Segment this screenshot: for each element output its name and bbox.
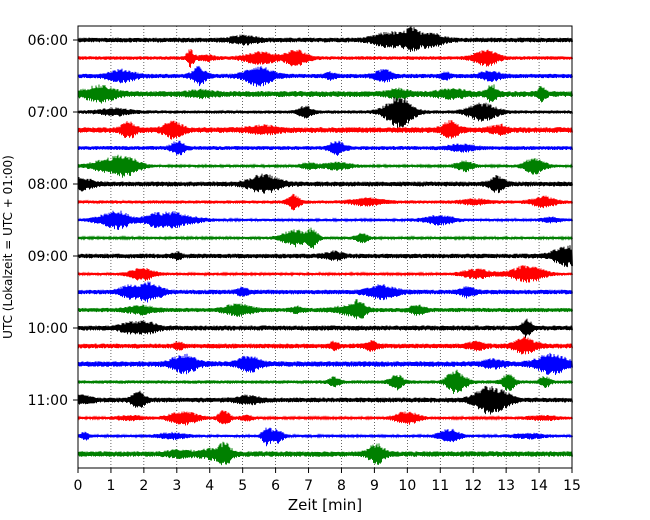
seismogram-trace	[77, 281, 573, 303]
seismogram-trace	[77, 96, 573, 129]
seismogram-trace	[77, 441, 573, 466]
seismogram-traces	[77, 25, 573, 466]
seismogram-trace	[77, 193, 573, 211]
x-tick-label: 13	[497, 478, 515, 494]
x-tick-label: 10	[398, 478, 416, 494]
y-tick-label: 11:00	[28, 393, 68, 409]
seismogram-trace	[77, 25, 573, 53]
seismogram-trace	[77, 299, 573, 320]
y-tick-label: 09:00	[28, 249, 68, 265]
seismogram-trace	[77, 318, 573, 339]
seismogram-trace	[77, 245, 573, 268]
x-tick-label: 9	[370, 478, 379, 494]
y-tick-label: 08:00	[28, 177, 68, 193]
x-tick-label: 2	[139, 478, 148, 494]
x-tick-label: 7	[304, 478, 313, 494]
y-tick-label: 06:00	[28, 33, 68, 49]
x-tick-label: 1	[106, 478, 115, 494]
y-tick-label: 10:00	[28, 321, 68, 337]
seismogram-trace	[77, 154, 573, 178]
seismogram-trace	[77, 369, 573, 395]
x-tick-label: 15	[563, 478, 581, 494]
x-tick-label: 0	[74, 478, 83, 494]
x-tick-label: 6	[271, 478, 280, 494]
seismogram-trace	[77, 84, 573, 104]
seismogram-trace	[77, 140, 573, 156]
seismogram-trace	[77, 265, 573, 283]
seismogram-trace	[77, 410, 573, 426]
x-tick-label: 3	[172, 478, 181, 494]
seismogram-trace	[77, 120, 573, 140]
x-tick-label: 14	[530, 478, 548, 494]
x-tick-label: 8	[337, 478, 346, 494]
seismogram-trace	[77, 427, 573, 447]
y-tick-label: 07:00	[28, 105, 68, 121]
y-axis-label: UTC (Lokalzeit = UTC + 01:00)	[1, 155, 15, 339]
seismogram-trace	[77, 173, 573, 194]
x-tick-label: 12	[464, 478, 482, 494]
seismogram-trace	[77, 352, 573, 376]
x-tick-label: 11	[431, 478, 449, 494]
x-tick-label: 4	[205, 478, 214, 494]
seismogram-trace	[77, 385, 573, 415]
seismogram-trace	[77, 227, 573, 249]
seismogram-trace	[77, 336, 573, 355]
y-axis-ticks: 06:00 07:00 08:00 09:00 10:00 11:00	[28, 33, 78, 409]
seismogram-trace	[77, 65, 573, 87]
plot-frame	[77, 25, 573, 469]
x-axis-label: Zeit [min]	[288, 496, 362, 514]
x-tick-label: 5	[238, 478, 247, 494]
seismogram-trace	[77, 48, 573, 68]
x-axis-ticks: 0 1 2 3 4 5 6 7 8 9 10 11 12 13 14 15	[74, 468, 581, 494]
seismogram-trace	[77, 210, 573, 231]
